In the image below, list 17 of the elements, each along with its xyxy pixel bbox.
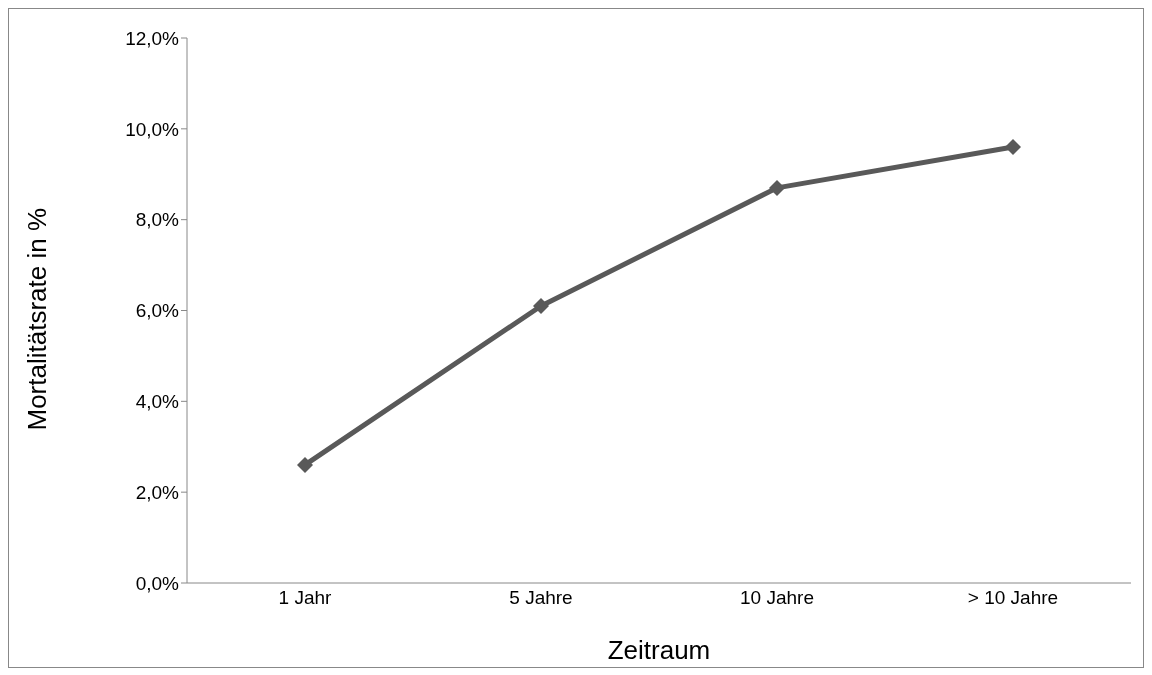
y-tick-label: 0,0% [135, 572, 180, 594]
x-axis-title: Zeitraum [607, 635, 711, 665]
x-tick-label: 1 Jahr [278, 587, 333, 609]
x-tick-label: 5 Jahre [509, 587, 573, 609]
y-tick-label: 8,0% [135, 209, 180, 231]
y-tick-label: 12,0% [125, 27, 180, 49]
y-tick-label: 4,0% [135, 391, 180, 413]
x-tick-label: > 10 Jahre [967, 587, 1059, 609]
point [533, 297, 549, 314]
point [297, 456, 313, 473]
point [769, 179, 785, 196]
y-tick-label: 2,0% [135, 481, 180, 503]
point [1005, 139, 1021, 155]
y-tick-label: 10,0% [125, 118, 180, 140]
y-axis-title: Mortalitätsrate in % [22, 207, 53, 431]
x-tick-label: 10 Jahre [740, 587, 814, 609]
y-tick-label: 6,0% [135, 300, 180, 322]
